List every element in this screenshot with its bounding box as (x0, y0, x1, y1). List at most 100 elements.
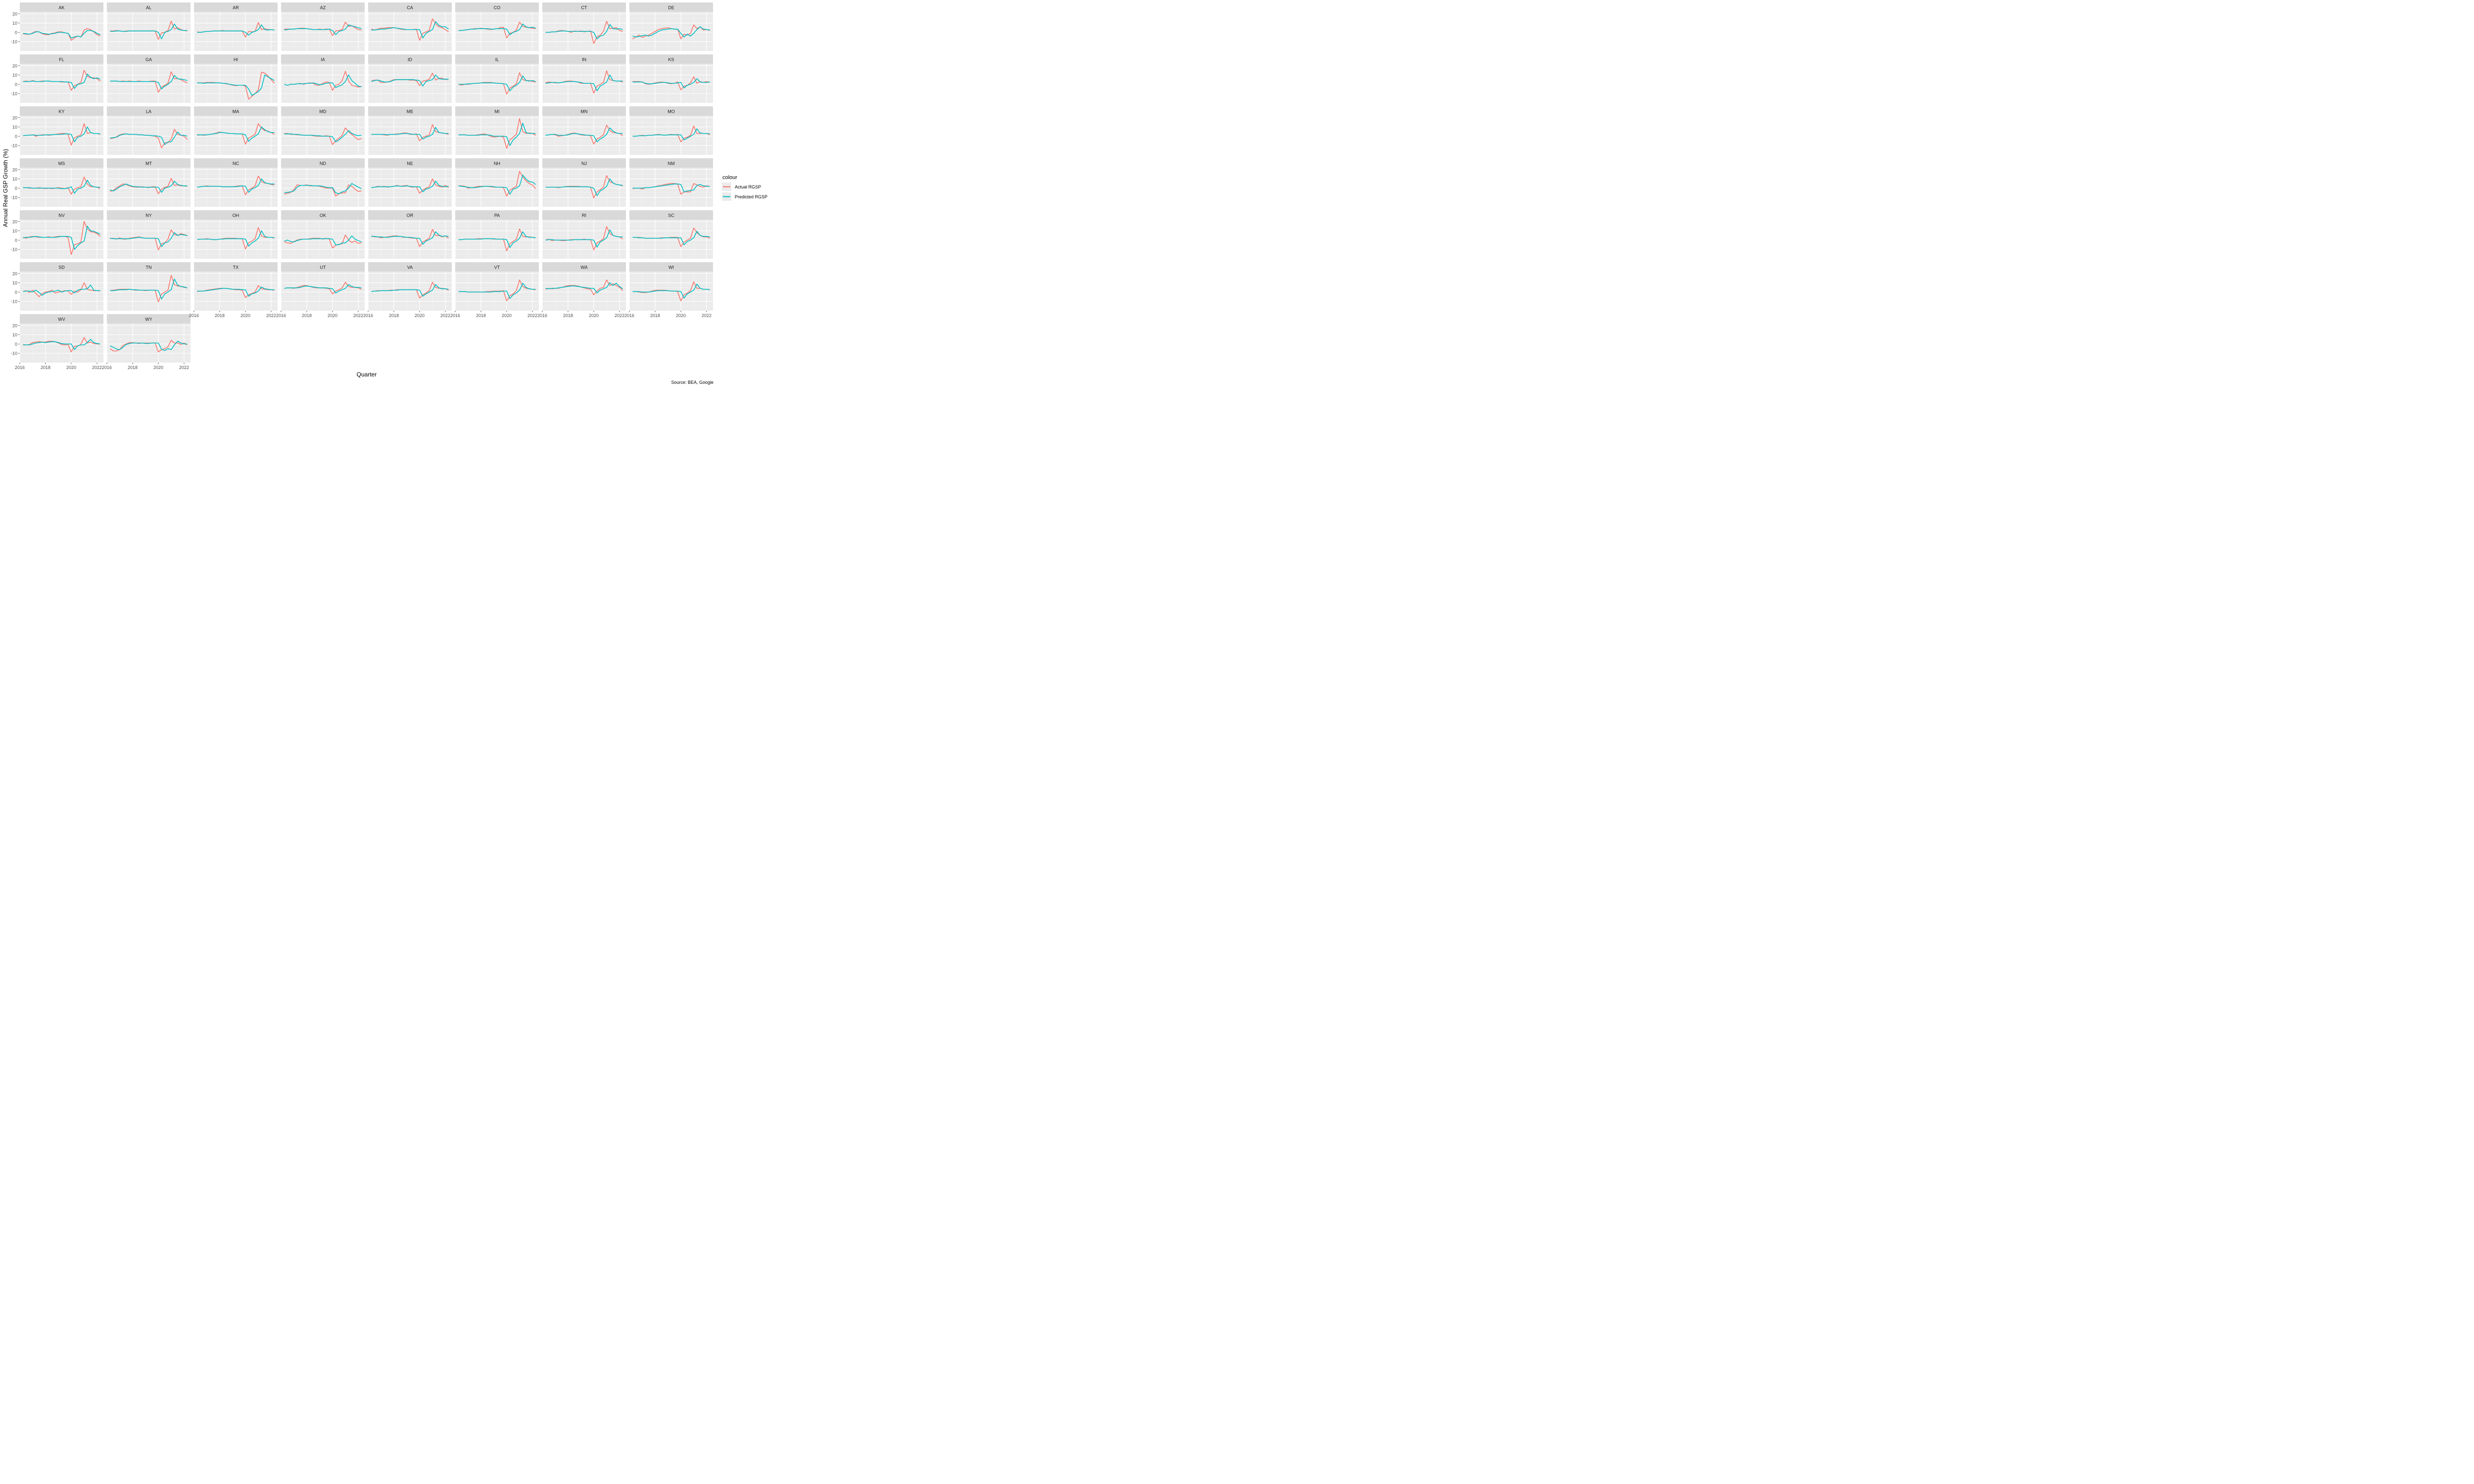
facet-strip-label: ND (320, 161, 326, 166)
facet-plot-area (368, 272, 452, 311)
y-tick-label: 10 (12, 177, 17, 182)
facet-strip (368, 262, 452, 272)
y-tick-label: 10 (12, 125, 17, 130)
facet-strip-label: WV (58, 317, 65, 322)
x-tick-label: 2020 (240, 313, 250, 318)
facet-plot-area (20, 272, 103, 311)
facet-panel-in: IN (542, 54, 626, 103)
facet-strip-label: AL (146, 5, 151, 10)
facet-plot-area (368, 168, 452, 207)
series-line-predicted (197, 126, 275, 142)
facet-panel-oh: OH (193, 210, 278, 259)
series-line-predicted (110, 278, 188, 300)
facet-strip (20, 314, 103, 324)
facet-strip-label: NC (233, 161, 239, 166)
facet-strip (542, 106, 626, 116)
series-line-actual (632, 76, 710, 91)
facet-strip (107, 2, 190, 12)
y-tick-label: 0 (15, 82, 17, 87)
facet-panel-wa: WA (542, 262, 626, 311)
y-tick-label: 20 (12, 11, 17, 16)
facet-strip-label: LA (146, 109, 151, 114)
series-line-predicted (23, 30, 100, 39)
series-line-predicted (110, 340, 188, 351)
facet-strip-label: WA (580, 265, 587, 270)
y-axis: -10 0 10 20 (11, 11, 20, 45)
facet-gridlines (368, 116, 452, 155)
y-tick-label: 20 (12, 219, 17, 224)
chart-canvas: AK AL AR AZ CA CO CT DE FL GA HI IA ID IL IN KS KY LA MA MD… (0, 0, 773, 387)
facet-strip (194, 106, 278, 116)
facet-strip (542, 158, 626, 168)
x-tick-label: 2016 (363, 313, 373, 318)
facet-plot-area (20, 116, 103, 155)
series-line-predicted (110, 132, 188, 145)
facet-strip-label: OH (233, 213, 239, 218)
facet-plot-area (107, 272, 190, 311)
series-line-predicted (545, 178, 623, 196)
facet-strip-label: ID (408, 57, 413, 62)
facet-strip (281, 2, 365, 12)
facet-panel-mn: MN (542, 106, 626, 155)
x-tick-label: 2022 (92, 365, 102, 370)
series-line-actual (110, 178, 188, 194)
facet-panel-ia: IA (281, 54, 365, 103)
facet-plot-area (281, 272, 365, 311)
y-tick-label: 10 (12, 21, 17, 26)
facet-strip-label: AR (233, 5, 239, 10)
legend-title: colour (722, 175, 737, 181)
x-axis: 2016 2018 2020 2022 (537, 311, 624, 318)
facet-plot-area (629, 220, 713, 259)
facet-plot-area (20, 220, 103, 259)
facet-strip (629, 262, 713, 272)
facet-plot-area (107, 64, 190, 103)
y-tick-label: 0 (15, 134, 17, 139)
facet-panel-ca: CA (368, 2, 452, 51)
facet-strip-label: AK (58, 5, 64, 10)
series-line-predicted (458, 123, 536, 146)
facet-plot-area (368, 12, 452, 51)
facet-strip (194, 2, 278, 12)
series-line-actual (545, 21, 623, 44)
series-line-predicted (632, 26, 710, 38)
series-line-predicted (110, 181, 188, 193)
x-axis: 2016 2018 2020 2022 (189, 311, 276, 318)
series-line-predicted (458, 175, 536, 195)
facet-plot-area (107, 220, 190, 259)
y-tick-label: 0 (15, 342, 17, 347)
series-line-predicted (197, 24, 275, 36)
facet-strip-label: NV (58, 213, 65, 218)
facet-gridlines (19, 64, 103, 103)
x-tick-label: 2022 (353, 313, 363, 318)
legend-label-actual: Actual RGSP (735, 185, 761, 189)
series-line-predicted (371, 181, 449, 192)
facet-strip-label: VA (407, 265, 413, 270)
x-tick-label: 2018 (563, 313, 573, 318)
facet-gridlines (368, 168, 452, 207)
facet-plot-area (194, 116, 278, 155)
facet-gridlines (106, 12, 190, 51)
facet-strip-label: TX (233, 265, 239, 270)
x-tick-label: 2018 (215, 313, 225, 318)
facet-panel-ak: AK (19, 2, 103, 51)
facet-strip-label: PA (494, 213, 500, 218)
x-axis: 2016 2018 2020 2022 (624, 311, 712, 318)
x-tick-label: 2018 (650, 313, 660, 318)
facet-panel-ne: NE (368, 158, 452, 207)
series-line-predicted (284, 235, 362, 245)
facet-strip (20, 158, 103, 168)
series-line-predicted (197, 230, 275, 247)
facet-panel-nj: NJ (542, 158, 626, 207)
facet-gridlines (368, 272, 452, 311)
facet-gridlines (193, 168, 278, 207)
facet-strip (368, 2, 452, 12)
facet-strip-label: NE (407, 161, 413, 166)
facet-strip (194, 54, 278, 64)
x-tick-label: 2020 (66, 365, 76, 370)
facet-gridlines (193, 272, 278, 311)
facet-strip (542, 210, 626, 220)
facet-strip (542, 262, 626, 272)
facet-gridlines (193, 64, 278, 103)
facet-strip-label: OR (407, 213, 414, 218)
series-line-predicted (458, 75, 536, 92)
